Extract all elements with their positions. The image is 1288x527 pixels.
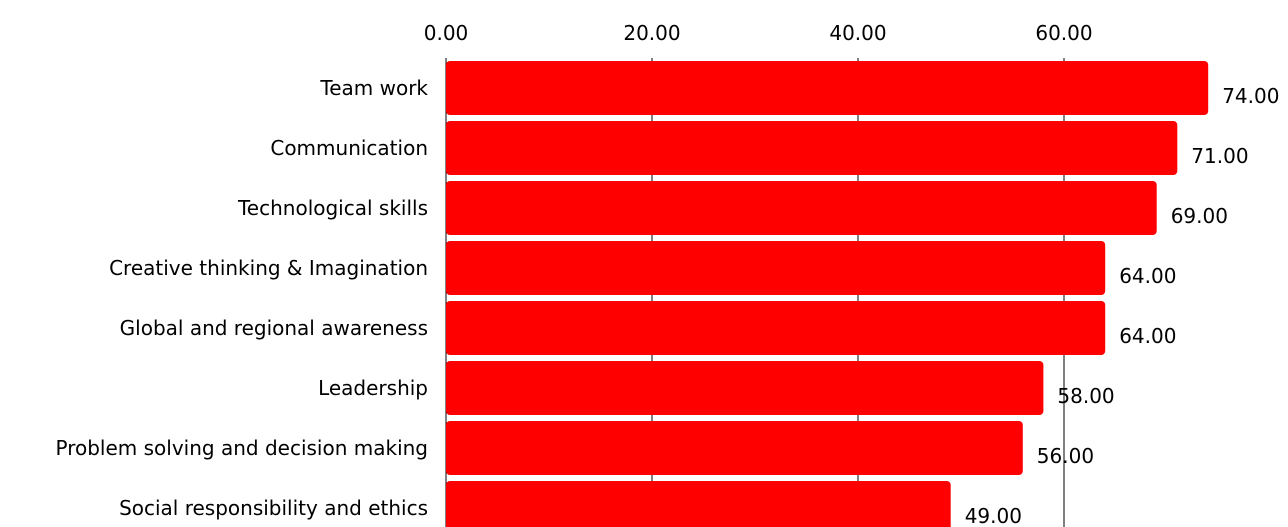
data-label-7: 49.00 <box>965 504 1022 527</box>
x-tick-label-1: 20.00 <box>623 21 680 45</box>
data-label-5: 58.00 <box>1057 384 1114 408</box>
category-label-5: Leadership <box>318 376 428 400</box>
x-tick-label-2: 40.00 <box>829 21 886 45</box>
category-label-0: Team work <box>319 76 428 100</box>
data-label-3: 64.00 <box>1119 264 1176 288</box>
bar-4 <box>446 301 1106 355</box>
data-label-0: 74.00 <box>1222 84 1279 108</box>
category-label-1: Communication <box>270 136 428 160</box>
x-tick-label-0: 0.00 <box>424 21 469 45</box>
data-label-6: 56.00 <box>1037 444 1094 468</box>
category-label-2: Technological skills <box>237 196 428 220</box>
bar-0 <box>446 61 1209 115</box>
category-label-7: Social responsibility and ethics <box>119 496 428 520</box>
bar-6 <box>446 421 1023 475</box>
data-label-4: 64.00 <box>1119 324 1176 348</box>
category-label-4: Global and regional awareness <box>120 316 428 340</box>
bar-2 <box>446 181 1157 235</box>
category-labels: Team work Communication Technological skil… <box>56 76 429 520</box>
bar-5 <box>446 361 1044 415</box>
category-label-6: Problem solving and decision making <box>56 436 429 460</box>
data-label-1: 71.00 <box>1191 144 1248 168</box>
data-labels: 74.00 71.00 69.00 64.00 64.00 58.00 56.00 49.00 <box>965 84 1280 527</box>
category-label-3: Creative thinking & Imagination <box>109 256 428 280</box>
bar-3 <box>446 241 1106 295</box>
bar-1 <box>446 121 1178 175</box>
x-tick-label-3: 60.00 <box>1035 21 1092 45</box>
x-axis-ticks: 0.00 20.00 40.00 60.00 <box>424 21 1093 45</box>
bar-7 <box>446 481 951 527</box>
data-label-2: 69.00 <box>1171 204 1228 228</box>
bars <box>446 61 1209 527</box>
